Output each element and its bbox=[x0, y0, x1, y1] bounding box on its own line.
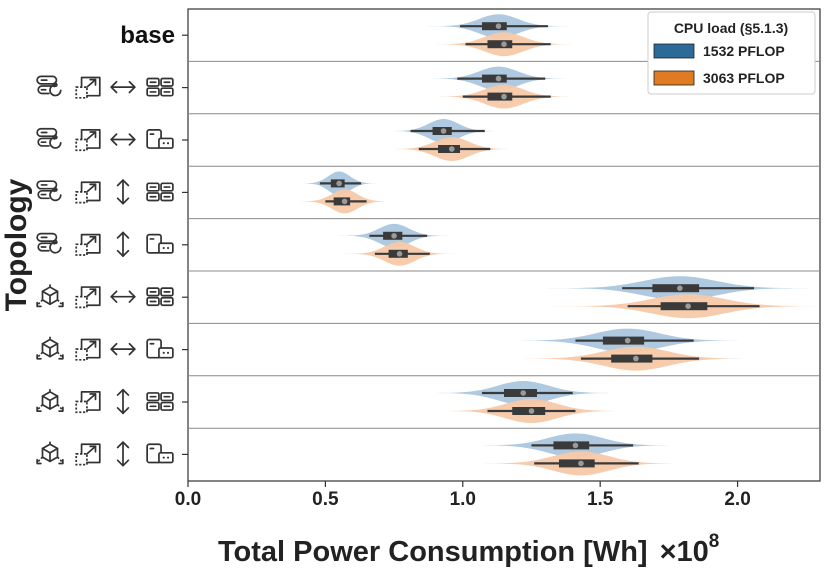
x-axis-multiplier-exponent: 8 bbox=[709, 531, 720, 552]
network-box-icon bbox=[36, 388, 64, 413]
x-tick-label: 0.5 bbox=[312, 489, 339, 510]
horizontal-arrow-icon bbox=[110, 80, 136, 94]
horizontal-arrow-icon bbox=[110, 290, 136, 303]
server-single-icon bbox=[146, 233, 174, 254]
legend-swatch-3063 bbox=[653, 70, 695, 86]
legend-entry-3063: 3063 PFLOP bbox=[703, 70, 785, 86]
vertical-arrow-icon bbox=[116, 388, 130, 415]
server-cycle-icon bbox=[36, 180, 62, 202]
violin-iqr-box bbox=[558, 459, 595, 468]
server-single-icon bbox=[146, 338, 174, 359]
vertical-arrow-icon bbox=[116, 231, 130, 257]
legend-title: CPU load (§5.1.3) bbox=[674, 20, 788, 36]
scale-out-icon bbox=[75, 181, 101, 204]
row-separators bbox=[188, 60, 820, 429]
scale-out-icon bbox=[75, 128, 101, 152]
vertical-arrow-icon bbox=[116, 441, 130, 467]
scale-out-icon bbox=[75, 286, 101, 309]
y-tick-label: base bbox=[120, 22, 175, 49]
violin-median bbox=[501, 93, 507, 100]
legend-swatch-1532 bbox=[653, 43, 695, 59]
violin-iqr-box bbox=[482, 22, 507, 31]
violin-iqr-box bbox=[487, 92, 513, 101]
server-single-icon bbox=[146, 443, 174, 464]
legend: CPU load (§5.1.3) 1532 PFLOP 3063 PFLOP bbox=[647, 11, 816, 95]
violin-median bbox=[528, 408, 535, 414]
x-tick-label: 2.0 bbox=[724, 489, 750, 510]
server-rack-multi-icon bbox=[146, 77, 174, 97]
violin-median bbox=[685, 303, 691, 310]
violin-median bbox=[391, 233, 397, 239]
vertical-arrow-icon bbox=[116, 179, 130, 205]
y-axis-title: Topology bbox=[0, 178, 33, 311]
server-single-icon bbox=[146, 128, 174, 149]
network-box-icon bbox=[36, 335, 64, 360]
violin-median bbox=[396, 251, 403, 257]
violin-median bbox=[677, 285, 683, 292]
x-axis: 0.0 0.5 1.0 1.5 2.0 bbox=[175, 481, 751, 510]
violin-median bbox=[440, 128, 447, 134]
violin-iqr-box bbox=[611, 354, 653, 363]
network-box-icon bbox=[36, 283, 64, 308]
violin-median bbox=[501, 41, 507, 47]
scale-out-icon bbox=[75, 443, 101, 466]
server-rack-multi-icon bbox=[146, 287, 174, 307]
violin-median bbox=[624, 337, 631, 344]
scale-out-icon bbox=[75, 390, 101, 414]
x-tick-label: 1.0 bbox=[450, 489, 476, 510]
server-cycle-icon bbox=[36, 127, 62, 149]
server-cycle-icon bbox=[36, 75, 62, 97]
server-rack-multi-icon bbox=[146, 392, 174, 411]
violin-iqr-box bbox=[487, 40, 513, 49]
horizontal-arrow-icon bbox=[110, 342, 136, 356]
violin-iqr-box bbox=[652, 284, 700, 293]
scale-out-icon bbox=[75, 338, 101, 361]
x-axis-multiplier: ×10 bbox=[660, 536, 709, 568]
violin-median bbox=[520, 390, 527, 396]
x-tick-label: 0.0 bbox=[175, 489, 201, 510]
x-axis-title: Total Power Consumption [Wh] ×108 bbox=[218, 531, 719, 568]
legend-entry-1532: 1532 PFLOP bbox=[703, 43, 785, 59]
horizontal-arrow-icon bbox=[110, 133, 136, 146]
violin-iqr-box bbox=[482, 74, 507, 83]
network-box-icon bbox=[36, 440, 64, 465]
violin-iqr-box bbox=[602, 336, 645, 345]
violin-median bbox=[572, 442, 579, 449]
x-tick-label: 1.5 bbox=[587, 489, 614, 510]
server-cycle-icon bbox=[36, 232, 62, 254]
violin-median bbox=[448, 146, 455, 152]
violin-median bbox=[341, 198, 348, 205]
violins-layer bbox=[273, 14, 818, 476]
x-axis-label: Total Power Consumption [Wh] bbox=[218, 536, 648, 568]
server-rack-multi-icon bbox=[146, 182, 174, 202]
y-axis: base bbox=[36, 22, 188, 467]
scale-out-icon bbox=[75, 76, 101, 99]
violin-median bbox=[495, 75, 502, 82]
scale-out-icon bbox=[75, 233, 101, 256]
violin-median bbox=[633, 355, 639, 362]
violin-median bbox=[495, 23, 502, 30]
violin-median bbox=[336, 180, 342, 187]
violin-iqr-box bbox=[660, 302, 708, 311]
violin-iqr-box bbox=[553, 441, 590, 450]
violin-median bbox=[578, 460, 584, 467]
